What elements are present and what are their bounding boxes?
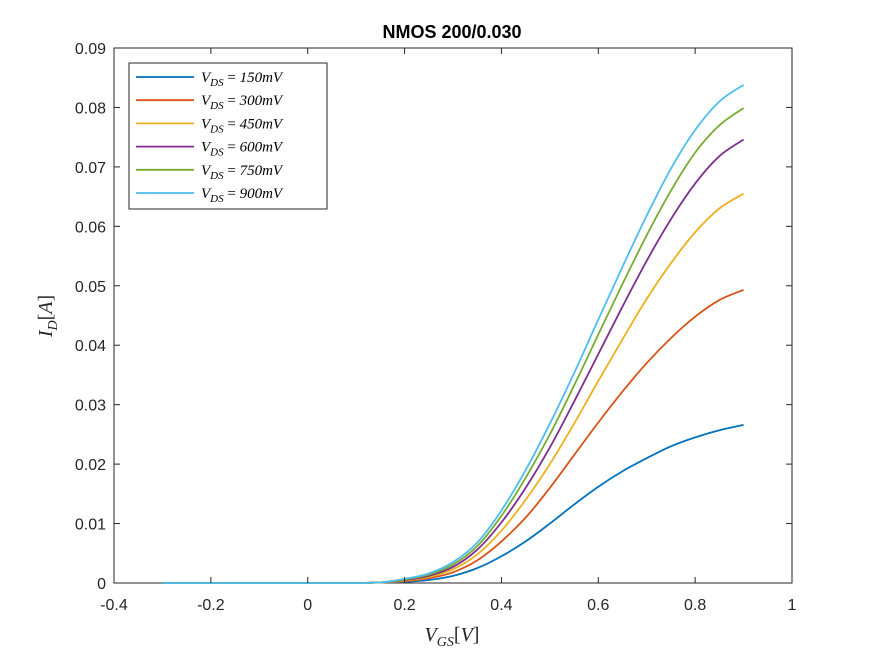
x-tick-label: 0 bbox=[303, 597, 312, 614]
legend-entry-6: VDS = 900mV bbox=[201, 186, 284, 205]
chart-title: NMOS 200/0.030 bbox=[382, 22, 521, 42]
y-axis-label-subscript: D bbox=[46, 320, 61, 331]
y-tick-label: 0.01 bbox=[75, 517, 106, 534]
x-tick-label: -0.2 bbox=[197, 597, 225, 614]
y-axis-label-unit-close: ] bbox=[35, 295, 57, 302]
x-axis-label-unit: [ bbox=[454, 624, 461, 646]
x-tick-label: 0.6 bbox=[587, 597, 609, 614]
y-tick-label: 0.07 bbox=[75, 160, 106, 177]
x-axis-label: VGS[V] bbox=[425, 624, 480, 650]
tick-layer: -0.4 -0.2 0 0.2 0.4 0.6 0.8 1 0 0.01 0.02 0.03 0.04 0… bbox=[75, 41, 797, 614]
x-axis-label-unit-v: V bbox=[461, 624, 476, 646]
y-axis-label-unit-a: A bbox=[35, 301, 57, 316]
y-tick-label: 0 bbox=[97, 576, 106, 593]
x-axis-label-unit-close: ] bbox=[473, 624, 480, 646]
legend-entry-5: VDS = 750mV bbox=[201, 163, 284, 182]
x-tick-label: 1 bbox=[788, 597, 797, 614]
series-layer bbox=[162, 84, 745, 584]
y-tick-label: 0.02 bbox=[75, 457, 106, 474]
legend-entry-4: VDS = 600mV bbox=[201, 140, 284, 159]
x-tick-label: 0.2 bbox=[393, 597, 415, 614]
legend-items: VDS = 150mV VDS = 300mV VDS = 450mV VDS = 6… bbox=[136, 70, 284, 205]
y-tick-label: 0.03 bbox=[75, 398, 106, 415]
y-axis-label-main: I bbox=[35, 329, 57, 338]
y-tick-label: 0.08 bbox=[75, 100, 106, 117]
x-tick-label: 0.4 bbox=[490, 597, 512, 614]
y-tick-label: 0.09 bbox=[75, 41, 106, 58]
y-axis-label: ID[A] bbox=[35, 295, 61, 338]
legend-entry-1: VDS = 150mV bbox=[201, 70, 284, 89]
legend: VDS = 150mV VDS = 300mV VDS = 450mV VDS = 6… bbox=[128, 62, 328, 210]
x-axis-label-subscript: GS bbox=[437, 635, 454, 650]
legend-box bbox=[128, 62, 328, 210]
legend-entry-2: VDS = 300mV bbox=[201, 93, 284, 112]
y-tick-label: 0.06 bbox=[75, 219, 106, 236]
legend-entry-3: VDS = 450mV bbox=[201, 116, 284, 135]
y-tick-label: 0.04 bbox=[75, 338, 106, 355]
y-tick-label: 0.05 bbox=[75, 279, 106, 296]
x-tick-label: -0.4 bbox=[100, 597, 128, 614]
x-axis-label-main: V bbox=[425, 624, 440, 646]
y-axis-label-unit: [ bbox=[35, 314, 57, 321]
x-tick-label: 0.8 bbox=[684, 597, 706, 614]
series-line-6 bbox=[162, 84, 745, 584]
